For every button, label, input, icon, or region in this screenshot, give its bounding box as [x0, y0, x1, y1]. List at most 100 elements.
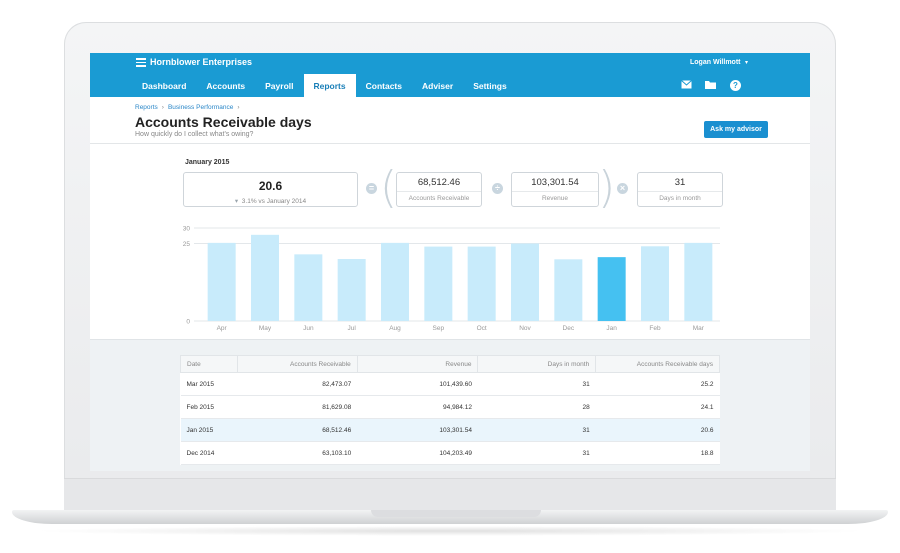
- result-value: 20.6: [258, 179, 283, 193]
- left-paren: (: [380, 162, 398, 213]
- col-revenue[interactable]: Revenue: [356, 355, 479, 373]
- table-row[interactable]: Jan 2015 68,512.46 103,301.54 31 20.6: [180, 418, 720, 442]
- x-tick-label: Jun: [303, 325, 314, 332]
- page-title: Accounts Receivable days: [135, 114, 312, 130]
- cell-revenue: 104,203.49: [357, 441, 478, 465]
- table-row[interactable]: Dec 2014 63,103.10 104,203.49 31 18.8: [180, 441, 720, 465]
- x-tick-label: Jan: [606, 325, 617, 332]
- laptop-base: [12, 510, 888, 524]
- x-tick-label: May: [259, 325, 272, 332]
- multiply-icon: ×: [617, 183, 628, 194]
- x-tick-label: Aug: [389, 325, 401, 332]
- chart-bar: [381, 242, 409, 321]
- trend-down-icon: ▾: [234, 198, 239, 205]
- days-box: 31 Days in month: [637, 172, 723, 207]
- tab-contacts[interactable]: Contacts: [365, 80, 402, 91]
- equals-icon: =: [366, 183, 377, 194]
- header-divider: [90, 143, 810, 144]
- receivable-box: 68,512.46 Accounts Receivable: [396, 172, 482, 207]
- breadcrumb-business-performance[interactable]: Business Performance: [167, 104, 234, 111]
- chart-bar: [641, 246, 669, 321]
- chart-bar: [251, 234, 279, 321]
- breadcrumb-separator-icon: ›: [161, 104, 164, 111]
- main-nav: Dashboard Accounts Payroll Reports Conta…: [132, 74, 517, 97]
- period-label: January 2015: [185, 159, 230, 166]
- tab-dashboard[interactable]: Dashboard: [142, 80, 187, 91]
- revenue-label: Revenue: [512, 191, 598, 202]
- cell-days: 31: [477, 372, 596, 396]
- hamburger-menu-icon[interactable]: [136, 58, 146, 67]
- folder-icon[interactable]: [705, 80, 717, 91]
- tab-payroll[interactable]: Payroll: [265, 80, 294, 91]
- cell-date: Mar 2015: [180, 372, 238, 396]
- col-ar-days[interactable]: Accounts Receivable days: [595, 355, 720, 373]
- y-tick-label: 0: [186, 319, 190, 326]
- cell-receivable: 68,512.46: [237, 418, 358, 442]
- chart-bar: [684, 242, 713, 321]
- top-bar: Hornblower Enterprises Logan Willmott ▾ …: [90, 53, 810, 97]
- cell-days: 31: [477, 418, 596, 442]
- days-label: Days in month: [638, 191, 722, 202]
- receivable-label: Accounts Receivable: [397, 191, 481, 202]
- caret-down-icon[interactable]: ▾: [745, 60, 749, 66]
- ask-advisor-button[interactable]: Ask my advisor: [704, 121, 768, 138]
- user-menu[interactable]: Logan Willmott: [690, 59, 741, 66]
- cell-revenue: 103,301.54: [357, 418, 478, 442]
- chart-bar: [424, 246, 453, 321]
- cell-ar-days: 25.2: [595, 372, 720, 396]
- change-line: ▾ 3.1% vs January 2014: [184, 197, 357, 205]
- tab-adviser[interactable]: Adviser: [422, 80, 454, 91]
- divide-icon: ÷: [492, 183, 503, 194]
- cell-date: Dec 2014: [180, 441, 238, 465]
- chart-bar: [294, 254, 323, 321]
- page-subtitle: How quickly do I collect what's owing?: [135, 131, 254, 138]
- chart-bar: [597, 257, 626, 321]
- x-tick-label: Jul: [348, 325, 357, 332]
- nav-icons: ?: [680, 80, 741, 91]
- mail-icon[interactable]: [680, 80, 692, 91]
- breadcrumb-reports[interactable]: Reports: [135, 104, 158, 111]
- chart-bar: [511, 243, 539, 321]
- tab-accounts[interactable]: Accounts: [206, 80, 246, 91]
- x-tick-label: Oct: [477, 325, 487, 332]
- app-screen: Hornblower Enterprises Logan Willmott ▾ …: [90, 53, 810, 471]
- revenue-box: 103,301.54 Revenue: [511, 172, 599, 207]
- ar-days-chart: 0 25 30 Apr May Jun Jul Aug Sep Oct Nov Dec Jan Feb Ma…: [183, 226, 720, 332]
- cell-date: Feb 2015: [180, 395, 238, 419]
- x-tick-label: Feb: [649, 325, 661, 332]
- chart-bar: [337, 259, 366, 321]
- tab-reports[interactable]: Reports: [303, 74, 356, 97]
- table-row[interactable]: Feb 2015 81,629.08 94,984.12 28 24.1: [180, 395, 720, 419]
- chart-bar: [554, 259, 583, 321]
- cell-days: 31: [477, 441, 596, 465]
- x-tick-label: Dec: [563, 325, 575, 332]
- cell-ar-days: 20.6: [595, 418, 720, 442]
- ar-days-table: Date Accounts Receivable Revenue Days in…: [180, 355, 720, 465]
- chart-bar: [467, 246, 496, 321]
- cell-receivable: 63,103.10: [237, 441, 358, 465]
- breadcrumb: Reports › Business Performance ›: [135, 104, 240, 111]
- col-days-in-month[interactable]: Days in month: [477, 355, 597, 373]
- x-tick-label: Apr: [217, 325, 228, 332]
- org-name[interactable]: Hornblower Enterprises: [150, 57, 253, 67]
- result-box: 20.6 ▾ 3.1% vs January 2014: [183, 172, 358, 207]
- x-tick-label: Sep: [433, 325, 445, 332]
- laptop-shadow: [30, 526, 870, 536]
- receivable-value: 68,512.46: [417, 177, 461, 188]
- col-date[interactable]: Date: [180, 355, 238, 373]
- laptop-chin: [64, 478, 836, 514]
- chart-bar: [207, 242, 236, 321]
- breadcrumb-separator-icon: ›: [237, 104, 240, 111]
- y-tick-label: 25: [183, 241, 191, 248]
- revenue-value: 103,301.54: [531, 177, 579, 188]
- laptop-notch: [371, 510, 541, 517]
- change-text: 3.1% vs January 2014: [241, 198, 307, 205]
- cell-revenue: 101,439.60: [357, 372, 478, 396]
- help-icon[interactable]: ?: [730, 80, 741, 91]
- cell-receivable: 81,629.08: [237, 395, 358, 419]
- table-row[interactable]: Mar 2015 82,473.07 101,439.60 31 25.2: [180, 372, 720, 396]
- cell-days: 28: [477, 395, 596, 419]
- tab-settings[interactable]: Settings: [473, 80, 507, 91]
- cell-receivable: 82,473.07: [237, 372, 358, 396]
- col-accounts-receivable[interactable]: Accounts Receivable: [236, 355, 358, 373]
